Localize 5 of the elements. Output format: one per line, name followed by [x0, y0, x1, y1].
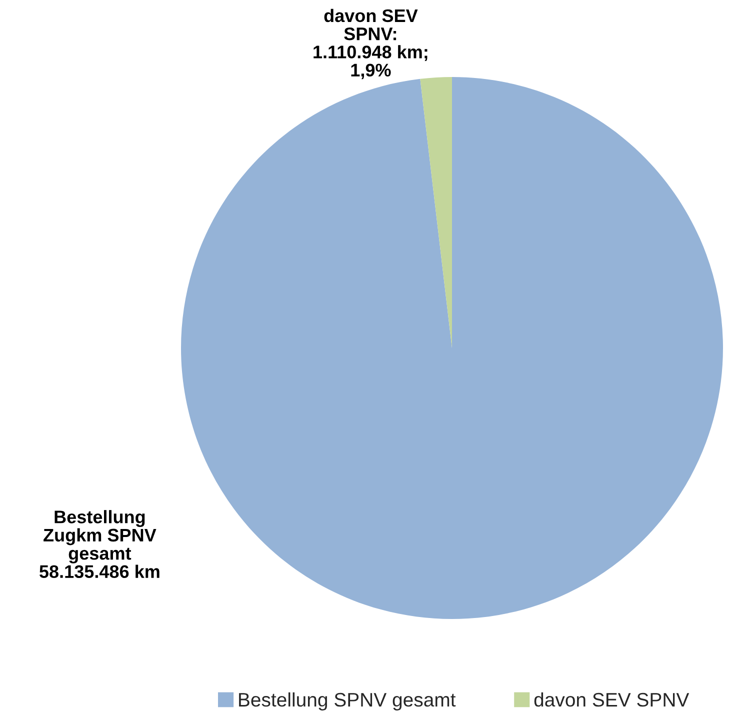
data-label: davon SEV SPNV: 1.110.948 km; 1,9%	[314, 8, 428, 80]
legend-label: davon SEV SPNV	[534, 692, 690, 707]
pie-slice	[420, 77, 452, 348]
legend-label: Bestellung SPNV gesamt	[239, 692, 456, 710]
data-label: Bestellung Zugkm SPNV gesamt 58.135.486 km	[40, 510, 160, 578]
